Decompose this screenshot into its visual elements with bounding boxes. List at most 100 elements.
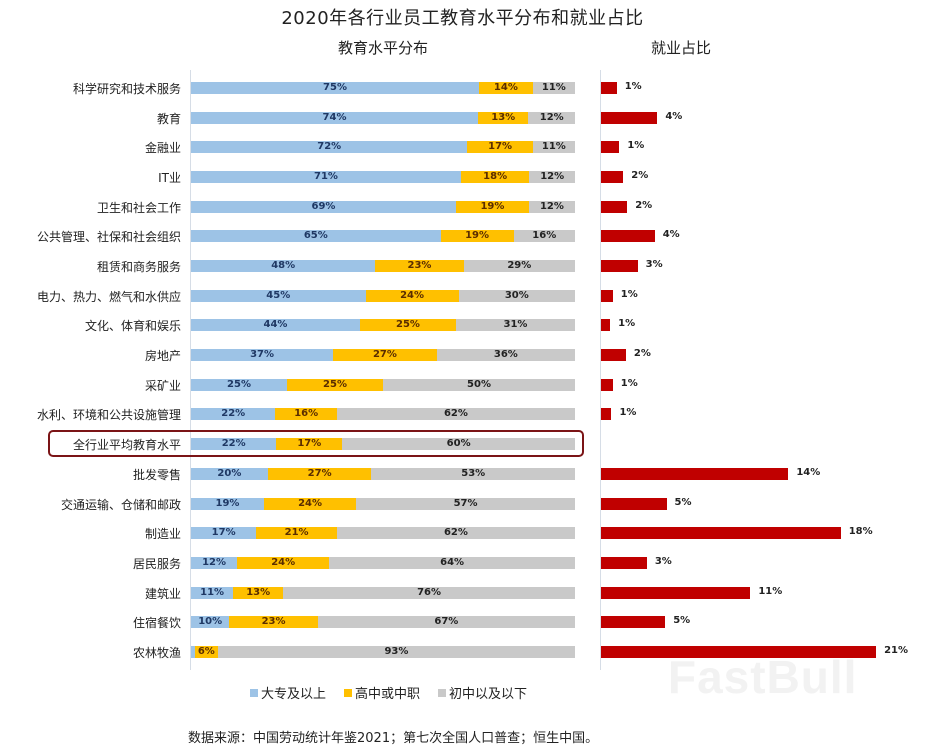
high-school-segment: 25% bbox=[359, 319, 456, 332]
college-segment bbox=[191, 645, 195, 658]
college-segment: 65% bbox=[191, 230, 441, 243]
chart-row: 交通运输、仓储和邮政 19% 24% 57% 5% bbox=[0, 497, 925, 512]
middle-school-segment: 29% bbox=[463, 260, 575, 273]
high-school-segment: 17% bbox=[467, 141, 533, 154]
employment-value: 1% bbox=[624, 81, 642, 92]
college-segment: 45% bbox=[191, 289, 366, 302]
chart-title: 2020年各行业员工教育水平分布和就业占比 bbox=[281, 8, 644, 29]
college-segment: 11% bbox=[191, 586, 234, 599]
legend-item-college: 大专及以上 bbox=[250, 683, 326, 702]
middle-school-segment: 12% bbox=[528, 200, 575, 213]
chart-row: 电力、热力、燃气和水供应 45% 24% 30% 1% bbox=[0, 289, 925, 304]
chart-row: 公共管理、社保和社会组织 65% 19% 16% 4% bbox=[0, 229, 925, 245]
college-segment: 69% bbox=[191, 200, 456, 213]
employment-axis-line bbox=[600, 70, 601, 670]
middle-school-segment: 57% bbox=[356, 497, 575, 510]
middle-school-segment: 93% bbox=[217, 645, 575, 658]
college-segment: 22% bbox=[191, 408, 276, 421]
high-school-segment: 24% bbox=[237, 556, 330, 569]
employment-subtitle: 就业占比 bbox=[650, 39, 711, 57]
employment-value: 18% bbox=[848, 526, 873, 538]
college-segment: 20% bbox=[191, 467, 268, 480]
college-segment: 17% bbox=[191, 527, 257, 540]
high-school-segment: 13% bbox=[478, 111, 529, 124]
middle-school-segment: 62% bbox=[336, 408, 575, 421]
chart-row: 农林牧渔 6% 93% 21% bbox=[0, 645, 925, 660]
middle-school-segment: 64% bbox=[329, 556, 575, 569]
college-segment: 44% bbox=[191, 319, 360, 332]
legend-swatch-icon bbox=[344, 688, 353, 697]
chart-row: 采矿业 25% 25% 50% 1% bbox=[0, 377, 925, 393]
category-label: 租赁和商务服务 bbox=[96, 260, 181, 275]
employment-value: 1% bbox=[619, 407, 637, 419]
college-segment: 72% bbox=[191, 141, 468, 154]
middle-school-segment: 11% bbox=[532, 141, 575, 154]
employment-bar bbox=[601, 289, 613, 302]
category-label: 居民服务 bbox=[132, 556, 181, 571]
middle-school-segment: 30% bbox=[458, 289, 575, 302]
education-subtitle: 教育水平分布 bbox=[337, 39, 428, 57]
chart-row: 住宿餐饮 10% 23% 67% 5% bbox=[0, 615, 925, 631]
employment-value: 3% bbox=[645, 259, 663, 271]
high-school-segment: 24% bbox=[263, 497, 357, 510]
legend: 大专及以上 高中或中职 初中以及以下 bbox=[250, 683, 527, 702]
legend-label: 大专及以上 bbox=[261, 687, 327, 702]
middle-school-segment: 11% bbox=[532, 82, 575, 94]
chart-row: 科学研究和技术服务 75% 14% 11% 1% bbox=[0, 81, 925, 96]
category-label: 金融业 bbox=[144, 141, 181, 156]
high-school-segment: 23% bbox=[229, 616, 318, 629]
chart-row: IT业 71% 18% 12% 2% bbox=[0, 170, 925, 185]
average-row-highlight bbox=[48, 430, 584, 457]
employment-value: 4% bbox=[665, 110, 683, 122]
middle-school-segment: 12% bbox=[528, 111, 575, 124]
chart-row: 房地产 37% 27% 36% 2% bbox=[0, 348, 925, 364]
legend-swatch-icon bbox=[438, 688, 447, 697]
employment-value: 1% bbox=[620, 377, 638, 389]
middle-school-segment: 62% bbox=[336, 527, 575, 540]
middle-school-segment: 12% bbox=[529, 171, 575, 184]
high-school-segment: 21% bbox=[256, 527, 337, 540]
employment-bar bbox=[601, 319, 611, 332]
chart-row: 教育 74% 13% 12% 4% bbox=[0, 110, 925, 126]
category-label: 建筑业 bbox=[144, 586, 181, 601]
category-label: 全行业平均教育水平 bbox=[72, 438, 181, 453]
middle-school-segment: 50% bbox=[383, 378, 575, 391]
employment-bar bbox=[601, 497, 667, 510]
chart-row: 建筑业 11% 13% 76% 11% bbox=[0, 586, 925, 601]
high-school-segment: 18% bbox=[460, 171, 530, 184]
legend-label: 高中或中职 bbox=[355, 687, 421, 702]
data-source-note: 数据来源：中国劳动统计年鉴2021；第七次全国人口普查；恒生中国。 bbox=[188, 731, 599, 746]
legend-item-high-school: 高中或中职 bbox=[344, 683, 420, 702]
category-label: 批发零售 bbox=[132, 467, 181, 482]
chart-row: 批发零售 20% 27% 53% 14% bbox=[0, 466, 925, 482]
high-school-segment: 27% bbox=[333, 349, 437, 362]
employment-bar bbox=[601, 171, 624, 184]
category-label: 文化、体育和娱乐 bbox=[84, 319, 181, 334]
category-label: 农林牧渔 bbox=[132, 645, 181, 660]
employment-value: 2% bbox=[635, 199, 653, 211]
college-segment: 75% bbox=[191, 82, 479, 94]
employment-bar bbox=[601, 200, 628, 213]
employment-bar bbox=[601, 230, 655, 243]
chart-row: 居民服务 12% 24% 64% 3% bbox=[0, 556, 925, 571]
employment-value: 2% bbox=[633, 348, 651, 360]
chart-row: 金融业 72% 17% 11% 1% bbox=[0, 140, 925, 156]
high-school-segment: 27% bbox=[267, 467, 372, 480]
category-label: 卫生和社会工作 bbox=[96, 200, 181, 215]
high-school-segment: 19% bbox=[455, 200, 529, 213]
category-label: 科学研究和技术服务 bbox=[72, 82, 181, 96]
category-label: 电力、热力、燃气和水供应 bbox=[36, 289, 181, 304]
chart-row: 水利、环境和公共设施管理 22% 16% 62% 1% bbox=[0, 407, 925, 422]
employment-value: 2% bbox=[631, 170, 649, 182]
category-label: 住宿餐饮 bbox=[132, 616, 181, 631]
employment-bar bbox=[601, 467, 789, 480]
employment-bar bbox=[601, 260, 638, 273]
employment-value: 14% bbox=[796, 466, 821, 478]
middle-school-segment: 16% bbox=[513, 230, 575, 243]
category-label: 公共管理、社保和社会组织 bbox=[36, 230, 181, 245]
college-segment: 74% bbox=[191, 111, 479, 124]
employment-bar bbox=[601, 111, 658, 124]
high-school-segment: 24% bbox=[365, 289, 459, 302]
category-label: 房地产 bbox=[144, 349, 181, 364]
employment-value: 4% bbox=[662, 229, 680, 241]
